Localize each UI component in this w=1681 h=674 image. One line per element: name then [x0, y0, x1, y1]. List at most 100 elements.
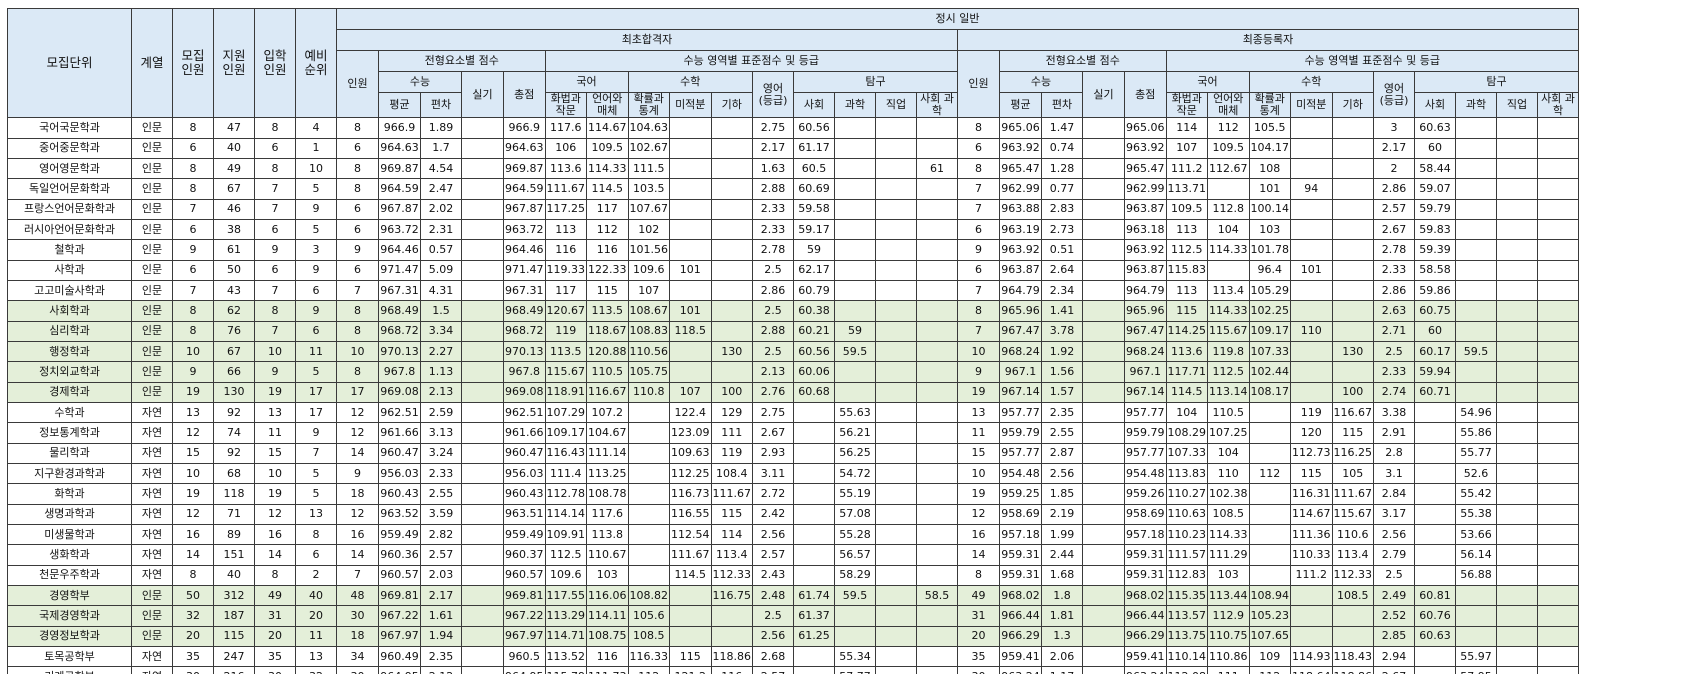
table-cell: 6: [254, 259, 296, 281]
table-cell: 10: [172, 340, 214, 363]
table-cell: [875, 279, 917, 302]
table-cell: 20: [254, 625, 296, 648]
header-korean-speech-writing: 화법과 작문: [544, 91, 587, 119]
table-cell: 1.47: [1041, 117, 1083, 139]
table-cell: 1.5: [420, 300, 462, 322]
table-cell: 2.88: [752, 320, 794, 342]
table-cell: [1331, 361, 1374, 383]
table-cell: 112.83: [1165, 564, 1208, 587]
table-cell: 1.94: [420, 625, 462, 648]
table-cell: 102.38: [1207, 483, 1250, 505]
table-cell: 10: [957, 463, 1000, 485]
table-cell: 116: [544, 239, 587, 261]
table-cell: 2.35: [420, 646, 462, 668]
table-cell: 59.5: [1455, 340, 1497, 363]
table-cell: 11: [957, 422, 1000, 444]
table-cell: [1414, 463, 1456, 485]
table-cell: [461, 279, 504, 302]
table-cell: 61.74: [793, 585, 835, 607]
table-cell: 30: [336, 605, 379, 627]
table-cell: 151: [213, 544, 255, 566]
table-cell: 967.87: [503, 198, 546, 220]
table-row: 국제경영학과 인문 32 187 31 20 30 967.22 1.61 967.22 113.2…: [7, 605, 1579, 627]
header-korean: 국어: [1165, 71, 1250, 93]
table-cell: 8: [254, 117, 296, 139]
table-cell: 114.5: [586, 178, 629, 200]
header-math: 수학: [627, 71, 753, 93]
table-cell: 963.19: [999, 218, 1042, 241]
table-cell: [1537, 361, 1579, 383]
table-cell: 968.24: [999, 340, 1042, 363]
table-cell: 954.48: [1124, 463, 1167, 485]
table-cell: [1537, 463, 1579, 485]
table-cell: 2.57: [752, 666, 794, 674]
table-cell: [1455, 381, 1497, 404]
table-cell: 92: [213, 442, 255, 465]
table-cell: 2.79: [1373, 544, 1415, 566]
table-cell: 6: [957, 218, 1000, 241]
table-cell: [916, 340, 958, 363]
table-cell: [1455, 198, 1497, 220]
table-cell: 60.69: [793, 178, 835, 200]
table-cell: 111.29: [1207, 544, 1250, 566]
table-cell: 61.25: [793, 625, 835, 648]
table-cell: 108.75: [586, 625, 629, 648]
table-cell: 969.08: [503, 381, 546, 404]
table-row: 독일언어문화학과 인문 8 67 7 5 8 964.59 2.47 964.59 111.67 11…: [7, 178, 1579, 200]
table-cell: 115: [1331, 422, 1374, 444]
table-cell: 1.81: [1041, 605, 1083, 627]
table-cell: 113.8: [586, 524, 629, 546]
table-cell: 957.77: [1124, 401, 1167, 424]
table-cell: 12: [957, 503, 1000, 526]
table-cell: [461, 463, 504, 485]
table-cell: [1537, 625, 1579, 648]
table-cell: 117: [586, 198, 629, 220]
table-cell: [1455, 585, 1497, 607]
table-cell: 54.72: [834, 463, 876, 485]
table-cell: 55.28: [834, 524, 876, 546]
table-cell: 2.17: [420, 585, 462, 607]
table-row: 영어영문학과 인문 8 49 8 10 8 969.87 4.54 969.87 113.6 114.…: [7, 157, 1579, 180]
table-cell: 118.43: [1331, 646, 1374, 668]
table-cell: 10: [295, 157, 337, 180]
table-cell: [1414, 524, 1456, 546]
table-cell: 10: [957, 340, 1000, 363]
table-cell: [1082, 442, 1125, 465]
table-cell: [916, 218, 958, 241]
table-cell: [1455, 300, 1497, 322]
table-cell: [1290, 279, 1333, 302]
table-cell: 117.55: [544, 585, 587, 607]
table-cell: 247: [213, 646, 255, 668]
table-cell: 50: [172, 585, 214, 607]
table-cell: [916, 503, 958, 526]
unit-name-cell: 경영정보학과: [7, 625, 132, 648]
table-cell: 9: [295, 422, 337, 444]
table-cell: 60.17: [1414, 340, 1456, 363]
table-cell: 12: [172, 422, 214, 444]
table-cell: 111.67: [1331, 483, 1374, 505]
header-field: 계열: [131, 7, 173, 119]
table-cell: 7: [254, 178, 296, 200]
table-cell: 19: [957, 381, 1000, 404]
table-cell: [793, 524, 835, 546]
table-cell: 3.13: [420, 422, 462, 444]
table-cell: 59.07: [1414, 178, 1456, 200]
table-cell: 958.69: [999, 503, 1042, 526]
table-cell: 970.13: [378, 340, 421, 363]
table-cell: 963.92: [999, 239, 1042, 261]
table-cell: 7: [172, 279, 214, 302]
table-cell: [627, 401, 670, 424]
table-cell: 112.5: [1207, 361, 1250, 383]
table-cell: [1290, 605, 1333, 627]
table-cell: 961.66: [378, 422, 421, 444]
table-cell: [461, 585, 504, 607]
table-cell: [1290, 157, 1333, 180]
table-cell: 3: [295, 239, 337, 261]
table-cell: 3.17: [1373, 503, 1415, 526]
table-cell: [1537, 422, 1579, 444]
table-cell: [461, 117, 504, 139]
table-cell: 966.29: [1124, 625, 1167, 648]
table-cell: [1082, 401, 1125, 424]
table-cell: [1496, 483, 1538, 505]
table-cell: 60.81: [1414, 585, 1456, 607]
